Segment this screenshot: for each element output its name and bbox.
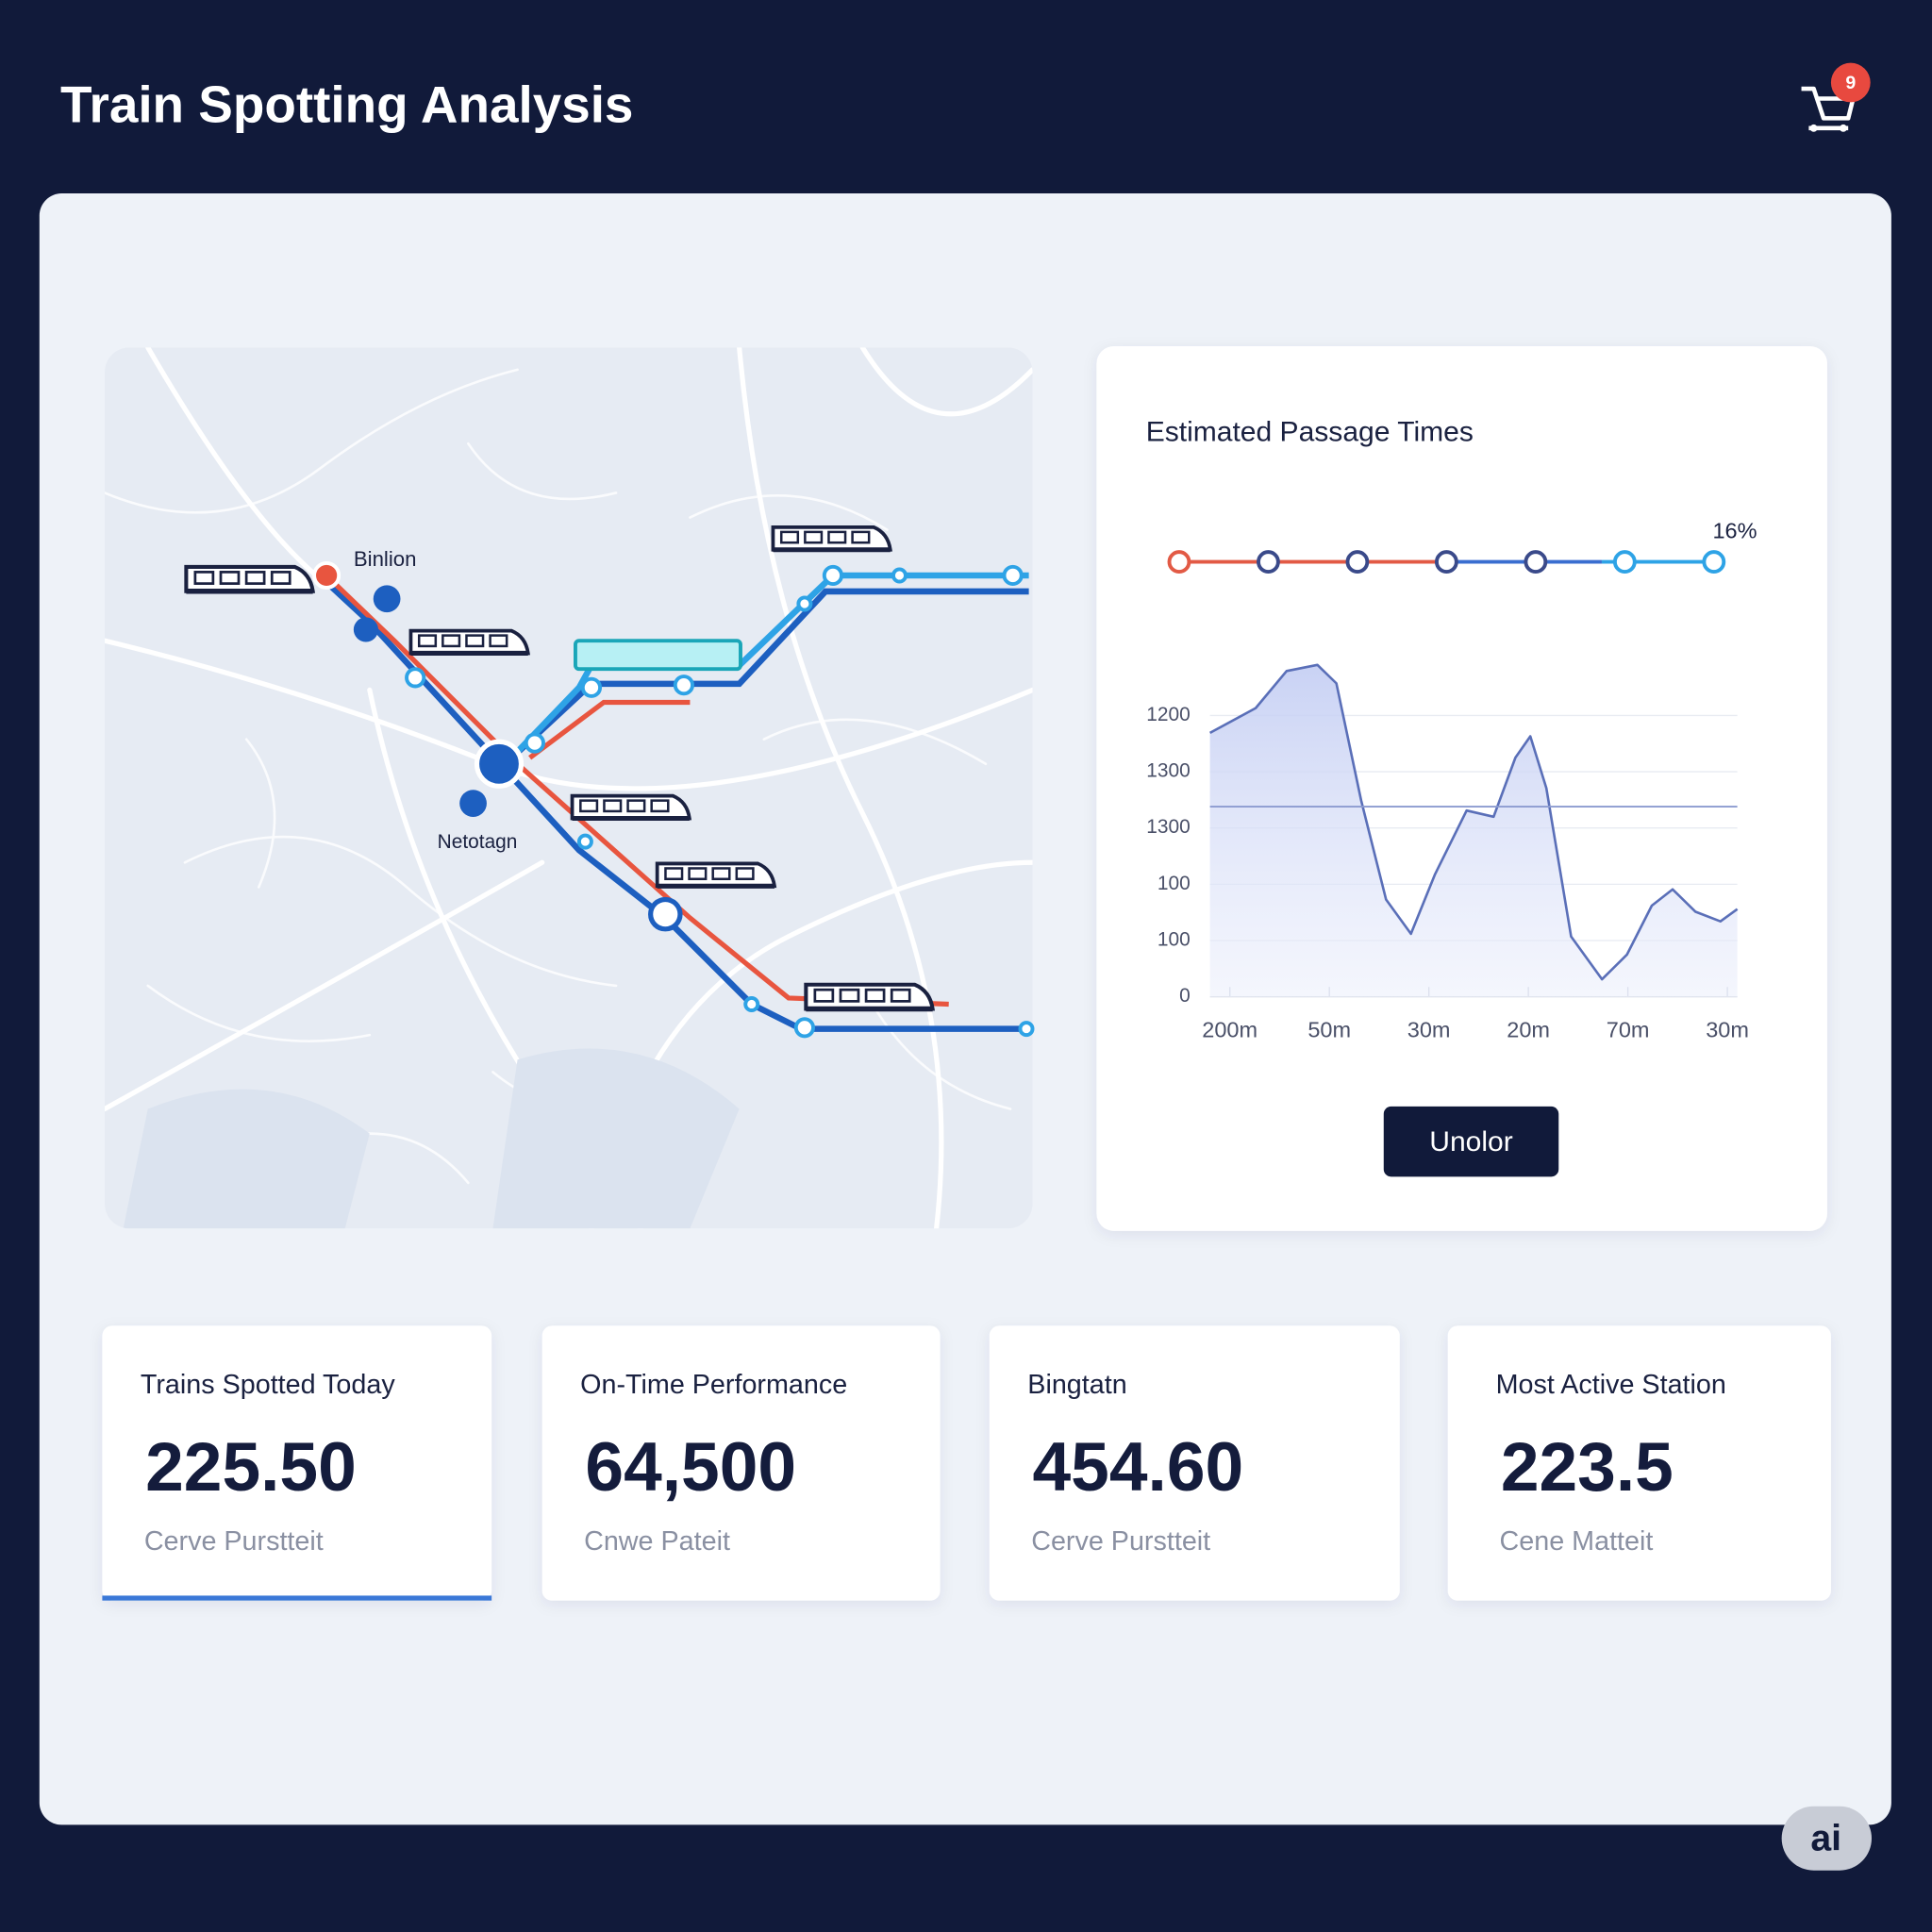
card-bg [102,1325,492,1601]
page-title: Train Spotting Analysis [60,75,633,133]
card-caption: Cnwe Pateit [584,1526,730,1557]
watermark-badge [1781,1806,1872,1871]
card-value: 64,500 [585,1429,796,1506]
x-tick-label: 30m [1407,1017,1451,1041]
x-tick-label: 20m [1507,1017,1550,1041]
map: Binlion Netotagn [105,347,1035,1229]
map-label: Binlion [354,547,417,571]
station-dot [1702,550,1726,574]
x-tick-label: 70m [1607,1017,1650,1041]
card-caption: Cerve Purstteit [144,1526,324,1557]
x-tick-label: 50m [1307,1017,1351,1041]
area-fill [1209,664,1738,997]
card-value: 223.5 [1501,1429,1674,1506]
card-value: 225.50 [145,1429,357,1506]
stat-card: On-Time Performance 64,500 Cnwe Pateit [541,1325,941,1601]
y-tick-label: 0 [1179,985,1191,1007]
stat-cards: Trains Spotted Today 225.50 Cerve Pursttei… [102,1325,1831,1601]
card-bg [1447,1325,1831,1601]
station-dot [1612,550,1637,574]
stat-card: Trains Spotted Today 225.50 Cerve Pursttei… [102,1325,492,1601]
card-caption: Cerve Purstteit [1031,1526,1210,1557]
y-tick-label: 100 [1158,873,1191,894]
station-dot [1524,550,1548,574]
card-title: Trains Spotted Today [141,1370,395,1400]
stat-card: Bingtatn 454.60 Cerve Purstteit [989,1325,1400,1601]
station-dot [1345,550,1370,574]
card-title: Bingtatn [1027,1370,1126,1400]
station-dot [1434,550,1458,574]
card-title: On-Time Performance [580,1370,847,1400]
area-line [1208,663,1739,981]
station-timeline [1167,550,1726,574]
timeline-label: 16% [1712,518,1757,542]
chart-title: Estimated Passage Times [1146,417,1474,448]
x-tick-label: 200m [1202,1017,1257,1041]
card-bg [541,1325,941,1601]
station-dot [1167,550,1191,574]
y-tick-label: 1300 [1146,760,1190,782]
y-tick-label: 1300 [1146,816,1190,838]
stat-card: Most Active Station 223.5 Cene Matteit [1447,1325,1831,1601]
action-button[interactable]: Unolor [1383,1106,1559,1177]
area-chart: 0 100 100 1300 1300 1200 200m 50m 30m 20m 70m 30m [1146,663,1749,1041]
chart-card [1096,346,1827,1231]
card-title: Most Active Station [1496,1370,1726,1400]
button-label: Unolor [1429,1126,1512,1158]
x-tick-label: 30m [1706,1017,1749,1041]
cart-button[interactable]: 9 [1801,62,1871,132]
card-value: 454.60 [1033,1429,1244,1506]
card-caption: Cene Matteit [1500,1526,1654,1557]
map-label: Netotagn [438,831,518,853]
card-bg [989,1325,1400,1601]
cart-badge: 9 [1845,73,1856,93]
watermark: ai [1810,1819,1841,1859]
y-tick-label: 100 [1158,929,1191,951]
y-tick-label: 1200 [1146,704,1190,725]
station-dot [1257,550,1280,574]
card-accent [102,1595,492,1601]
